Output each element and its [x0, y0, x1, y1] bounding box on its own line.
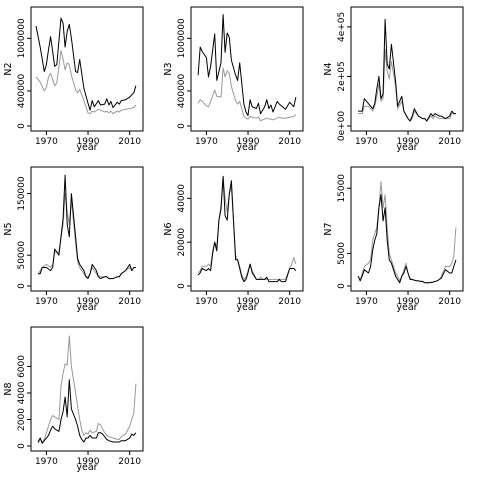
x-tick-label: 2010	[118, 137, 141, 147]
plot-frame	[30, 166, 144, 292]
series-line-observed	[357, 194, 457, 284]
series-line-observed	[197, 14, 297, 116]
x-tick-label: 1970	[355, 297, 378, 307]
y-tick-label: 400000	[177, 73, 187, 108]
series-line-model	[37, 335, 137, 444]
series-line-observed	[358, 18, 456, 122]
panel-n7: 1970 1990 2010 year 0 5000 15000 N7	[323, 166, 464, 313]
x-tick-label: 1990	[77, 137, 100, 147]
y-tick-label: 40000	[177, 184, 187, 213]
x-tick-label: 2010	[278, 137, 301, 147]
x-tick-label: 2010	[438, 297, 461, 307]
y-tick-label: 2e+05	[337, 61, 347, 91]
series-line-observed	[38, 174, 136, 280]
series-line-observed	[197, 175, 297, 283]
x-tick-label: 1970	[355, 137, 378, 147]
plot-frame	[190, 166, 304, 292]
plot-frame	[350, 166, 464, 292]
plot-frame	[30, 6, 144, 132]
x-axis-title: year	[396, 302, 417, 313]
y-tick-label: 400000	[17, 73, 27, 108]
panel-n4: 1970 1990 2010 year 0e+00 2e+05 4e+05 N4	[323, 6, 464, 153]
y-tick-label: 4e+05	[337, 12, 347, 42]
x-tick-label: 1990	[237, 297, 260, 307]
y-axis-title: N3	[163, 62, 174, 75]
series-line-observed	[37, 379, 137, 444]
y-axis-title: N8	[3, 382, 14, 395]
y-tick-label: 6000	[17, 355, 27, 378]
y-tick-label: 0	[17, 123, 27, 129]
x-tick-label: 2010	[438, 137, 461, 147]
y-tick-label: 0	[177, 123, 187, 129]
x-tick-label: 1970	[35, 457, 58, 467]
y-tick-label: 1000000	[17, 18, 27, 58]
y-tick-label: 0	[17, 443, 27, 449]
y-tick-label: 15000	[337, 174, 347, 203]
y-axis-title: N6	[163, 222, 174, 235]
plot-frame	[30, 326, 144, 452]
y-tick-label: 2000	[17, 408, 27, 431]
x-axis-title: year	[76, 142, 97, 153]
x-tick-label: 1990	[77, 457, 100, 467]
y-tick-label: 1000000	[177, 18, 187, 58]
x-tick-label: 1970	[195, 297, 218, 307]
panel-n5: 1970 1990 2010 year 0 50000 150000 N5	[3, 166, 144, 313]
x-axis-title: year	[76, 462, 97, 473]
y-tick-label: 50000	[17, 241, 27, 270]
x-tick-label: 2010	[278, 297, 301, 307]
y-tick-label: 20000	[177, 228, 187, 257]
x-axis-title: year	[396, 142, 417, 153]
y-tick-label: 5000	[337, 242, 347, 265]
series-line-model	[358, 48, 456, 122]
y-axis-title: N7	[323, 222, 334, 235]
series-line-model	[197, 175, 297, 280]
x-tick-label: 1990	[397, 137, 420, 147]
plot-frame	[350, 6, 464, 132]
x-tick-label: 1970	[35, 297, 58, 307]
x-tick-label: 1970	[195, 137, 218, 147]
series-line-observed	[35, 17, 137, 111]
x-tick-label: 2010	[118, 457, 141, 467]
x-tick-label: 1970	[35, 137, 58, 147]
y-tick-label: 4000	[17, 381, 27, 404]
y-tick-label: 150000	[17, 176, 27, 211]
series-line-model	[35, 50, 137, 115]
series-line-model	[357, 181, 457, 284]
plot-frame	[190, 6, 304, 132]
x-tick-label: 1990	[397, 297, 420, 307]
x-axis-title: year	[76, 302, 97, 313]
y-tick-label: 0e+00	[337, 111, 347, 142]
y-tick-label: 0	[177, 283, 187, 289]
y-axis-title: N2	[3, 62, 14, 75]
x-tick-label: 1990	[237, 137, 260, 147]
series-line-model	[197, 67, 297, 122]
x-axis-title: year	[236, 302, 257, 313]
y-axis-title: N5	[3, 222, 14, 235]
y-tick-label: 0	[17, 283, 27, 289]
x-axis-title: year	[236, 142, 257, 153]
x-tick-label: 2010	[118, 297, 141, 307]
x-tick-label: 1990	[77, 297, 100, 307]
y-tick-label: 0	[337, 283, 347, 289]
y-axis-title: N4	[323, 62, 334, 75]
